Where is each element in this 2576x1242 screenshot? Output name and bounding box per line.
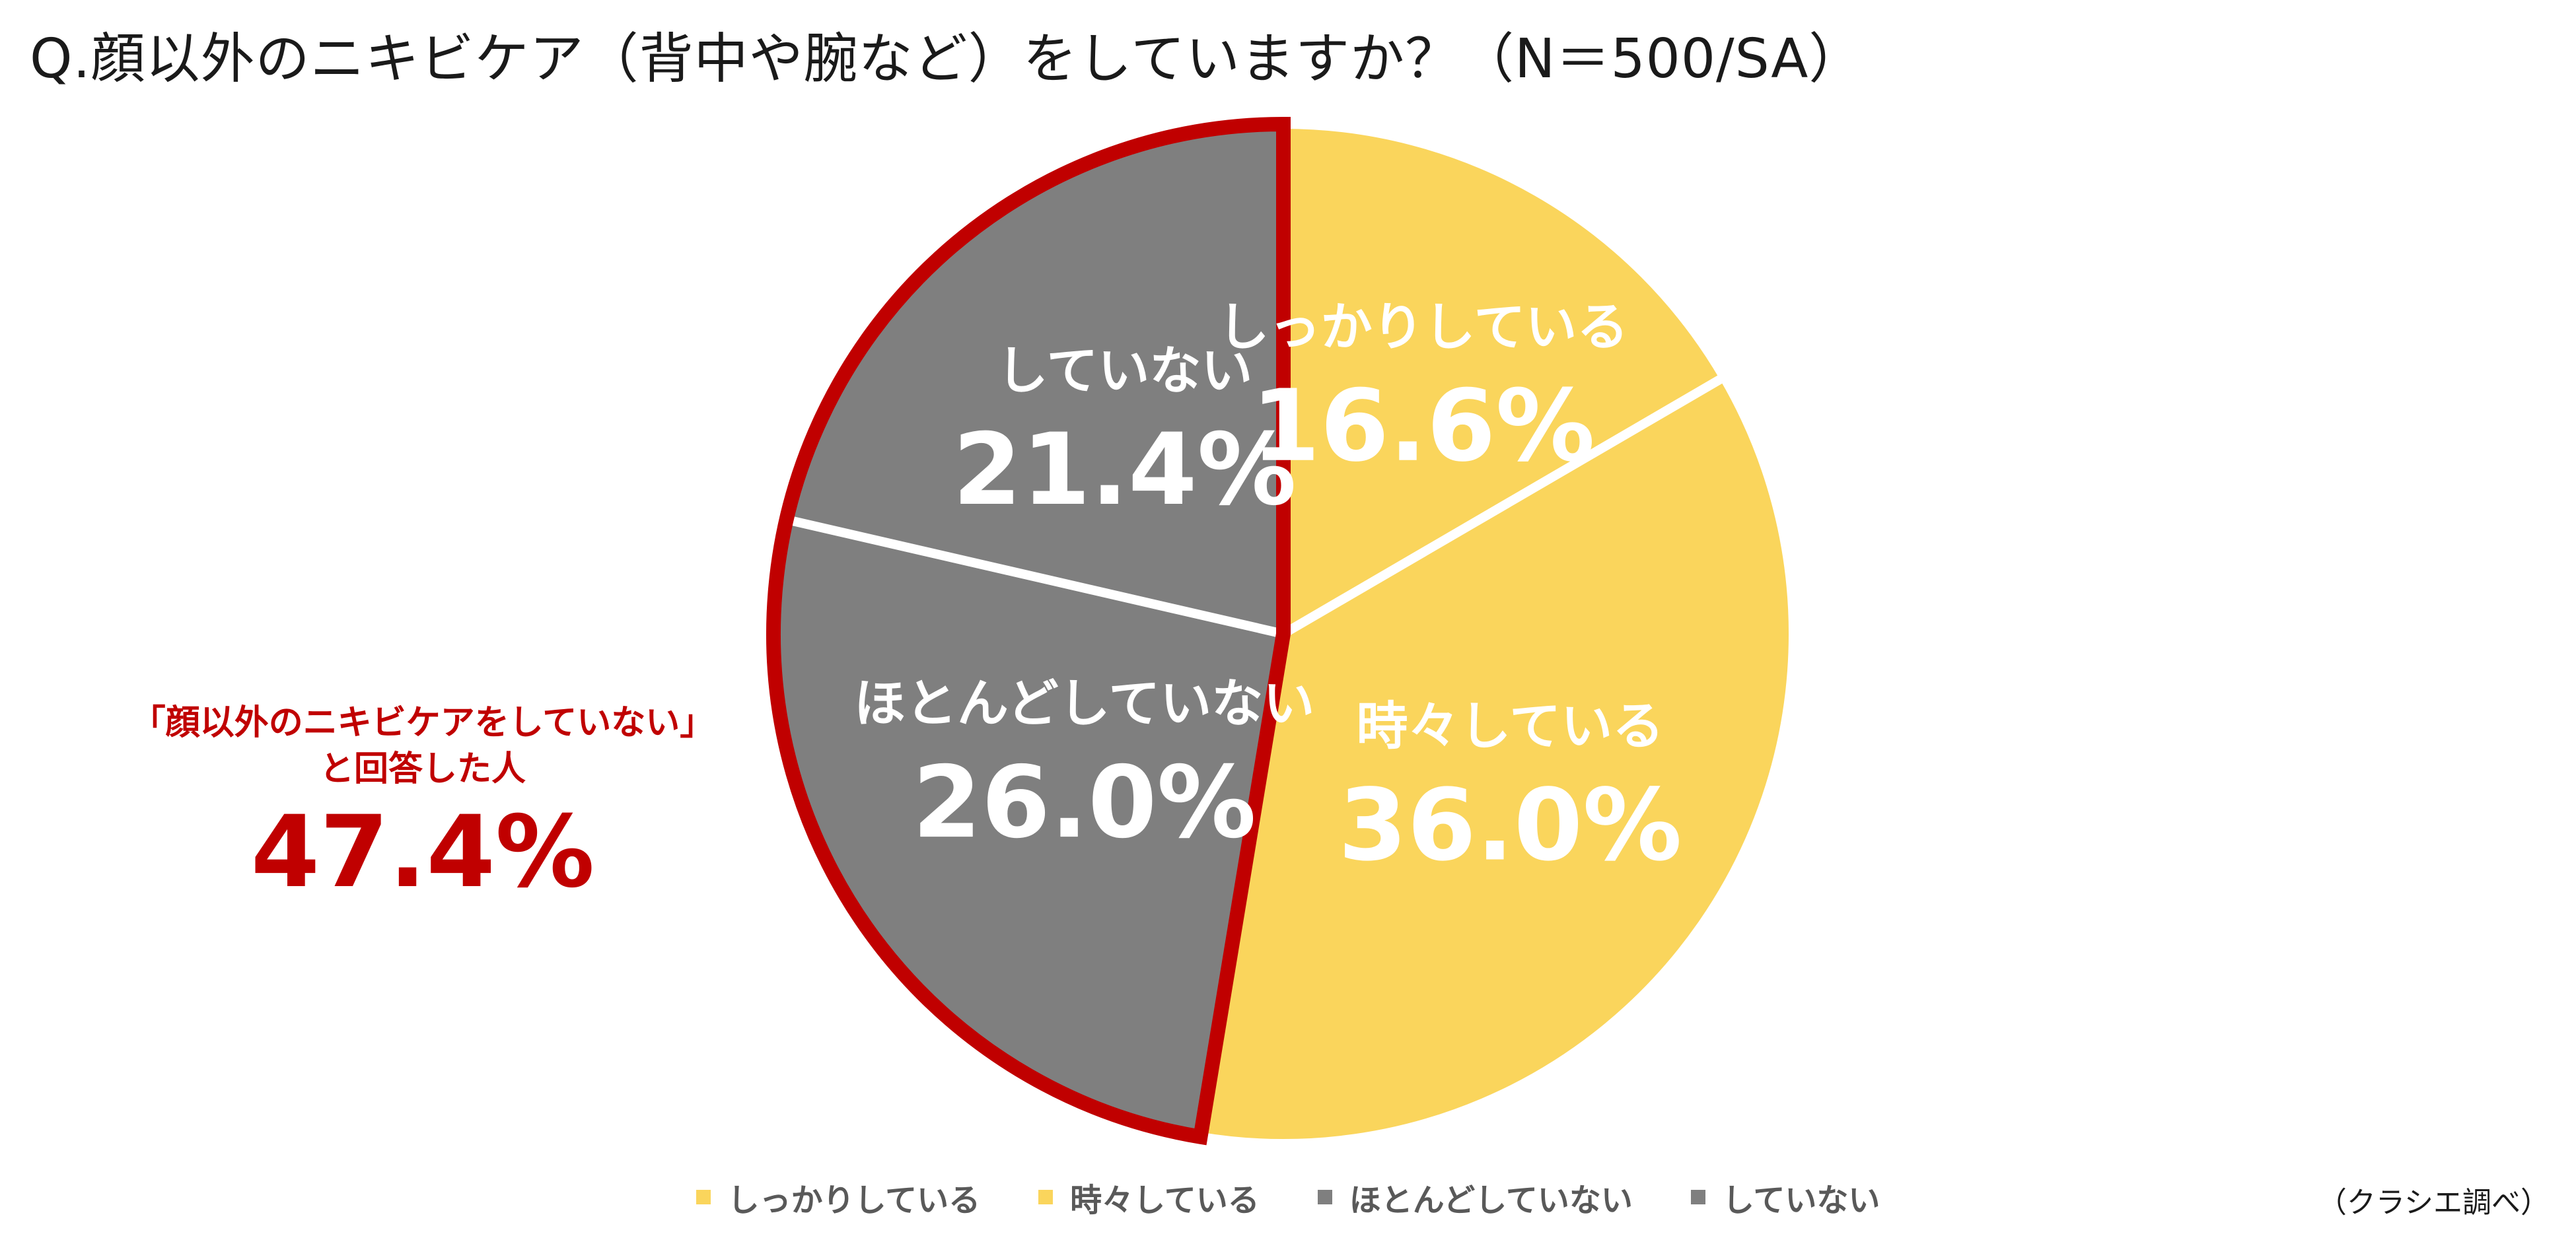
legend-swatch [696, 1190, 711, 1204]
legend-label: ほとんどしていない [1349, 1182, 1633, 1219]
legend-item: しっかりしている [696, 1174, 981, 1220]
legend-item: していない [1690, 1174, 1880, 1220]
slice-value-label: 16.6% [1251, 369, 1594, 484]
chart-title: Q.顔以外のニキビケア（背中や腕など）をしていますか？（N＝500/SA） [30, 28, 1864, 90]
callout-value: 47.4% [250, 795, 595, 910]
source-note: （クラシエ調べ） [2317, 1186, 2550, 1220]
slice-category-label: していない [997, 341, 1253, 401]
callout-line-2: と回答した人 [319, 749, 526, 789]
slice-value-label: 26.0% [912, 745, 1256, 860]
pie-labels: しっかりしている 16.6% 時々している 36.0% ほとんどしていない 26.0% して… [854, 298, 1682, 883]
legend-swatch [1317, 1190, 1332, 1204]
legend-label: 時々している [1070, 1182, 1260, 1219]
legend-label: していない [1722, 1182, 1880, 1219]
legend-swatch [1038, 1190, 1054, 1204]
slice-category-label: しっかりしている [1218, 298, 1629, 357]
legend-item: ほとんどしていない [1317, 1174, 1633, 1220]
highlight-outline [766, 116, 1291, 1146]
slice-category-label: 時々している [1356, 697, 1664, 757]
slice-value-label: 21.4% [952, 413, 1296, 528]
pie-slices [766, 116, 1798, 1148]
callout-line-1: 「顔以外のニキビケアをしていない」 [131, 703, 715, 743]
legend-label: しっかりしている [727, 1182, 981, 1219]
pie-slice [1196, 372, 1798, 1148]
slice-category-label: ほとんどしていない [854, 674, 1314, 734]
pie-slice [1279, 120, 1729, 638]
legend-item: 時々している [1038, 1174, 1260, 1220]
chart-legend: しっかりしている 時々している ほとんどしていない していない [0, 1174, 2576, 1220]
legend-swatch [1690, 1190, 1705, 1204]
slice-value-label: 36.0% [1338, 769, 1682, 883]
highlight-callout: 「顔以外のニキビケアをしていない」 と回答した人 47.4% [53, 700, 793, 909]
